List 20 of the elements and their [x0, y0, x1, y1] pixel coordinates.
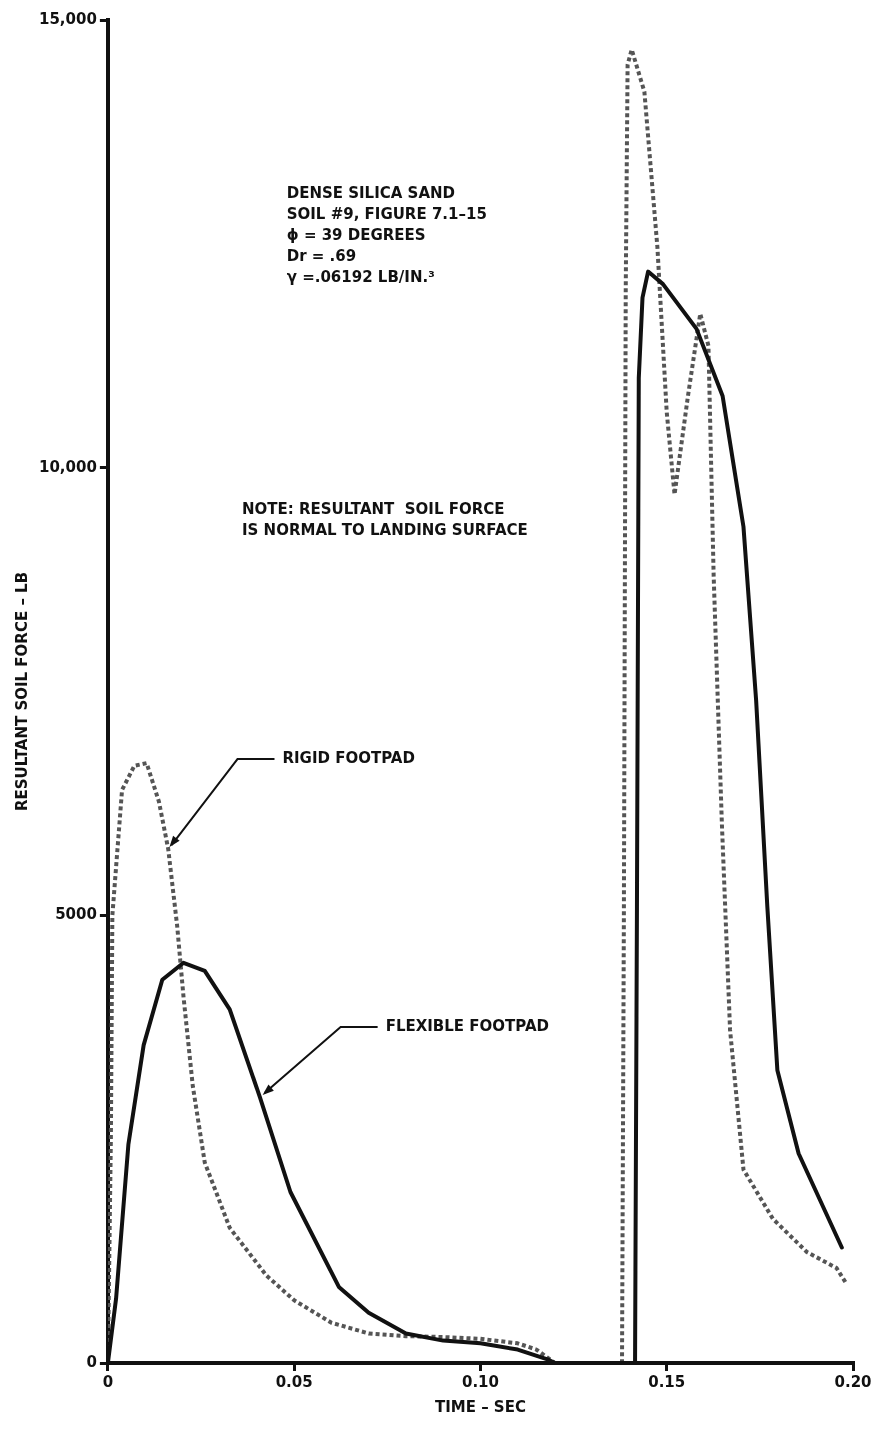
x-tick-label: 0.15	[648, 1372, 686, 1391]
x-tick-label: 0.20	[834, 1372, 872, 1391]
annotation: IS NORMAL TO LANDING SURFACE	[242, 521, 528, 540]
x-tick-label: 0	[102, 1372, 114, 1391]
y-tick-label: 10,000	[38, 457, 97, 476]
annotation: γ =.06192 LB/IN.³	[286, 268, 435, 287]
annotation: FLEXIBLE FOOTPAD	[385, 1016, 549, 1035]
y-tick-label: 0	[86, 1352, 97, 1371]
annotation: RIGID FOOTPAD	[282, 748, 415, 767]
annotation: NOTE: RESULTANT SOIL FORCE	[242, 500, 505, 519]
x-axis-title: TIME – SEC	[434, 1397, 526, 1416]
y-tick-label: 15,000	[38, 9, 97, 28]
annotation: DENSE SILICA SAND	[286, 184, 456, 203]
x-tick-label: 0.05	[275, 1372, 313, 1391]
x-tick-label: 0.10	[461, 1372, 499, 1391]
annotation: ϕ = 39 DEGREES	[286, 226, 426, 245]
y-tick-label: 5000	[55, 905, 97, 924]
annotation: SOIL #9, FIGURE 7.1–15	[286, 205, 487, 224]
annotation: Dr = .69	[286, 247, 357, 266]
y-axis-title: RESULTANT SOIL FORCE – LB	[12, 571, 31, 812]
